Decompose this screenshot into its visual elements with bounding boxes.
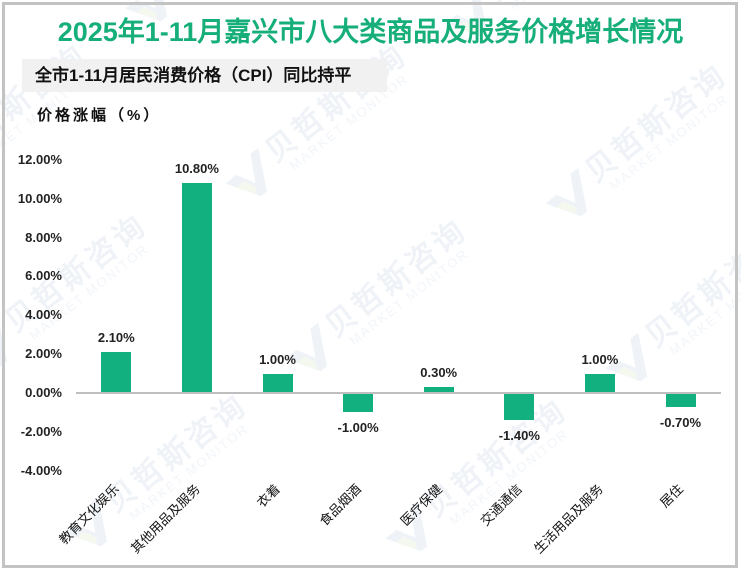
subtitle-banner: 全市1-11月居民消费价格（CPI）同比持平 — [22, 59, 387, 92]
subtitle-text: 全市1-11月居民消费价格（CPI）同比持平 — [35, 66, 352, 85]
data-label: 1.00% — [259, 351, 296, 367]
data-label: -1.00% — [337, 420, 379, 436]
y-tick-label: 12.00% — [17, 151, 62, 167]
chart-title: 2025年1-11月嘉兴市八大类商品及服务价格增长情况 — [57, 17, 684, 47]
bar — [504, 393, 535, 421]
x-axis-label-text: 教育文化娱乐 — [56, 481, 123, 548]
y-tick-label: 10.00% — [17, 190, 62, 206]
bar — [584, 373, 615, 393]
y-tick-label: 8.00% — [25, 229, 62, 245]
y-tick-label: 6.00% — [25, 268, 62, 284]
data-label: 10.80% — [174, 161, 219, 177]
y-tick-label: -2.00% — [20, 423, 62, 439]
y-tick-label: 4.00% — [25, 307, 62, 323]
bar — [101, 352, 132, 393]
data-label: 1.00% — [581, 351, 619, 367]
x-axis-label-text: 其他用品及服务 — [127, 481, 203, 557]
data-label: -1.40% — [498, 428, 540, 444]
x-axis-label-text: 医疗保健 — [397, 481, 445, 529]
x-axis-label-text: 生活用品及服务 — [530, 481, 606, 557]
y-tick-label: 0.00% — [25, 385, 62, 400]
bar — [181, 183, 212, 393]
y-tick-label: -4.00% — [20, 462, 62, 478]
data-label: 0.30% — [420, 365, 458, 381]
bar — [262, 373, 293, 393]
x-axis-label-text: 交通通信 — [477, 481, 526, 529]
data-label: 2.10% — [97, 330, 135, 346]
bar — [423, 387, 454, 393]
y-axis-title: 价格涨幅（%） — [37, 107, 162, 124]
data-label: -0.70% — [659, 414, 702, 430]
bar — [343, 393, 374, 413]
x-axis-label-text: 居住 — [657, 481, 687, 511]
zero-axis-line — [76, 392, 721, 394]
x-axis-label-text: 食品烟酒 — [316, 481, 364, 529]
x-axis-label-text: 衣着 — [254, 481, 284, 511]
y-tick-label: 2.00% — [25, 346, 62, 362]
bar — [665, 393, 696, 407]
